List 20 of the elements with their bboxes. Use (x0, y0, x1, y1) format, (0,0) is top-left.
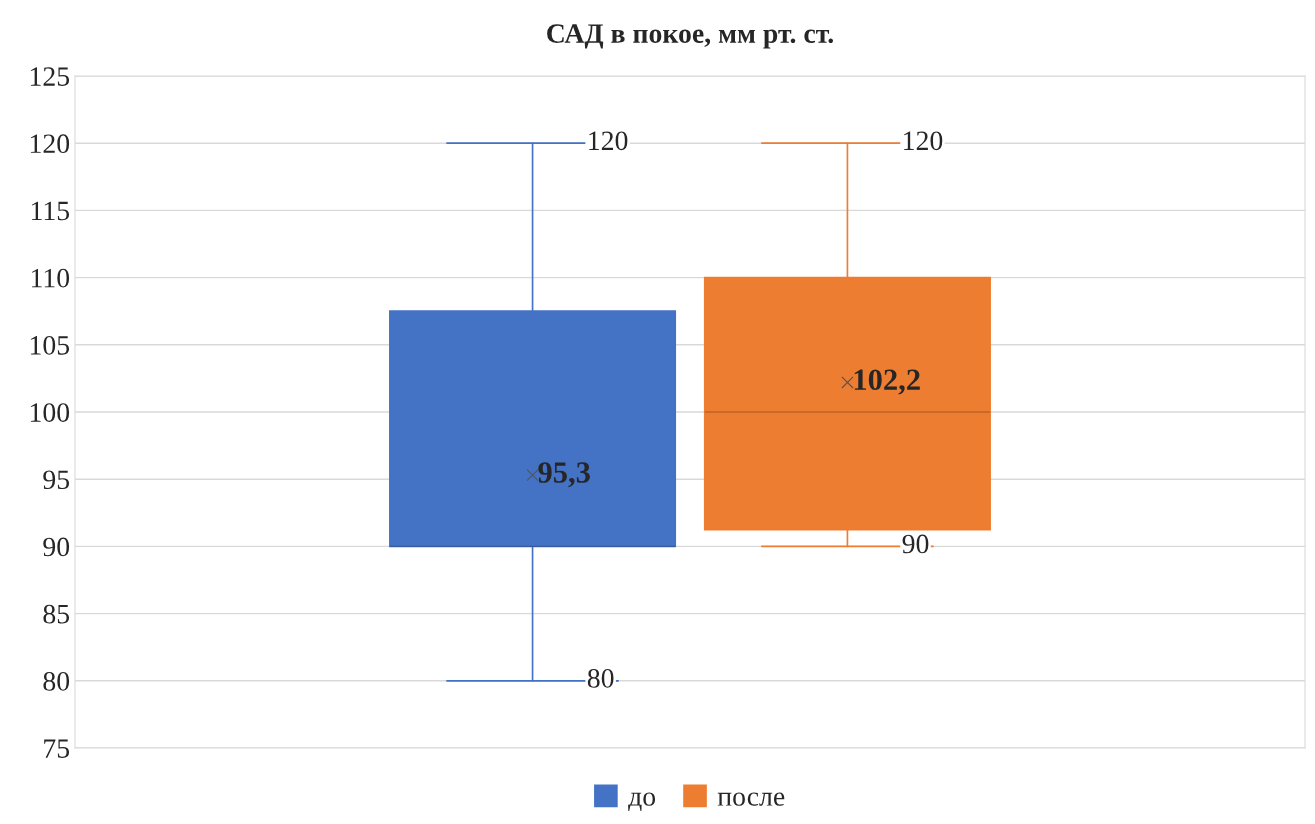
chart-title: САД в покое, мм рт. ст. (547, 24, 834, 49)
annotation: 102,2 (854, 369, 920, 395)
legend-label: после (717, 792, 785, 806)
y-tick-label: 105 (30, 335, 70, 355)
annotation: 120 (589, 131, 628, 151)
y-tick-label: 95 (43, 470, 70, 490)
y-tick-label: 80 (43, 671, 70, 691)
annotation: 80 (587, 669, 614, 688)
y-tick-label: 125 (30, 67, 70, 86)
annotation: 90 (902, 534, 929, 554)
y-tick-label: 90 (43, 537, 70, 557)
y-tick-label: 85 (43, 604, 70, 624)
y-tick-label: 120 (30, 134, 70, 154)
annotation: 95,3 (538, 462, 590, 488)
y-tick-label: 115 (31, 201, 70, 221)
y-tick-label: 100 (30, 403, 70, 422)
y-tick-label: 75 (44, 739, 70, 758)
y-tick-label: 110 (31, 268, 70, 288)
annotation: 120 (904, 131, 943, 151)
legend-label: до (628, 792, 656, 811)
